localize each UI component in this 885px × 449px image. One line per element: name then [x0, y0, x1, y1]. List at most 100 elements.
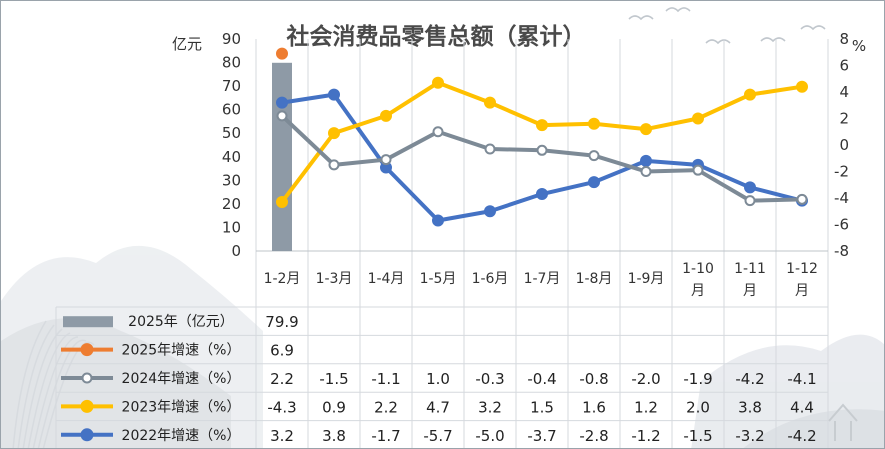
- point-2022年增速（%）: [432, 214, 444, 227]
- category-label-cont: 月: [743, 283, 757, 299]
- point-2024年增速（%）: [640, 166, 652, 177]
- bird-1: [665, 7, 691, 13]
- cell-value: 6.9: [270, 342, 294, 360]
- point-2023年增速（%）: [536, 119, 548, 132]
- category-label: 1-2月: [264, 271, 301, 287]
- row-label: 2024年增速（%）: [122, 371, 241, 387]
- cell-value: -1.5: [683, 427, 712, 445]
- point-2024年增速（%）: [744, 195, 756, 207]
- legend-key-marker: [80, 428, 94, 442]
- point-2022年增速（%）: [328, 88, 340, 101]
- cell-value: -1.9: [683, 370, 712, 388]
- cell-value: 4.4: [790, 398, 814, 416]
- point-2024年增速（%）: [380, 154, 392, 166]
- right-tick-label: -8: [834, 242, 849, 260]
- category-label: 1-11: [734, 261, 766, 277]
- bird-4: [800, 25, 826, 31]
- line-series: [276, 47, 808, 227]
- point-2023年增速（%）: [744, 88, 756, 101]
- right-axis-ticks: -8 -6 -4 -2 0 2 4 6 8: [834, 30, 849, 260]
- bamboo-1: [17, 324, 55, 448]
- right-axis-unit: %: [852, 37, 866, 55]
- cell-value: 3.8: [322, 427, 346, 445]
- right-tick-label: 6: [839, 57, 849, 75]
- row-label: 2022年增速（%）: [122, 428, 241, 444]
- left-tick-label: 20: [222, 195, 241, 213]
- chart-title: 社会消费品零售总额（累计）: [287, 23, 586, 50]
- left-tick-label: 50: [222, 124, 241, 142]
- cell-value: 1.5: [530, 398, 554, 416]
- point-2024年增速（%）: [276, 110, 288, 122]
- point-2023年增速（%）: [328, 127, 340, 140]
- bird-2: [705, 39, 731, 45]
- legend-key-bar: [63, 316, 113, 328]
- bamboo-3: [27, 332, 71, 448]
- point-2024年增速（%）: [692, 164, 704, 176]
- cell-value: -5.0: [475, 427, 504, 445]
- category-label: 1-8月: [576, 271, 613, 287]
- left-tick-label: 70: [222, 77, 241, 95]
- bamboo-0: [12, 320, 47, 448]
- category-label: 1-4月: [368, 271, 405, 287]
- row-label: 2025年（亿元）: [128, 314, 234, 330]
- cell-value: 1.2: [634, 398, 658, 416]
- row-label: 2025年增速（%）: [122, 343, 241, 359]
- cell-value: -0.4: [527, 370, 556, 388]
- legend-key-marker: [80, 399, 94, 413]
- point-2022年增速（%）: [484, 205, 496, 218]
- cell-value: -4.2: [735, 370, 764, 388]
- row-label: 2023年增速（%）: [122, 399, 241, 415]
- landscape-decoration: [1, 7, 884, 448]
- left-tick-label: 10: [222, 218, 241, 236]
- point-2025年增速（%）: [276, 47, 288, 60]
- point-2022年增速（%）: [536, 188, 548, 201]
- left-tick-label: 40: [222, 148, 241, 166]
- mountain-right-front: [743, 409, 884, 448]
- point-2024年增速（%）: [796, 193, 808, 205]
- bamboo-2: [22, 328, 63, 448]
- cell-value: -1.5: [319, 370, 348, 388]
- pavilion: [828, 403, 858, 441]
- point-2022年增速（%）: [276, 96, 288, 109]
- legend-key-marker: [81, 372, 93, 384]
- right-tick-label: 8: [839, 30, 849, 48]
- cell-value: -2.0: [631, 370, 660, 388]
- cell-value: -4.3: [267, 398, 296, 416]
- cell-value: 3.2: [270, 427, 294, 445]
- category-label: 1-7月: [524, 271, 561, 287]
- category-label: 1-5月: [420, 271, 457, 287]
- bird-3: [760, 37, 786, 43]
- point-2023年增速（%）: [796, 80, 808, 93]
- point-2022年增速（%）: [640, 154, 652, 167]
- cell-value: 2.2: [270, 370, 294, 388]
- category-label: 1-3月: [316, 271, 353, 287]
- bamboo-5: [37, 339, 87, 448]
- cell-value: -1.1: [371, 370, 400, 388]
- cell-value: 4.7: [426, 398, 450, 416]
- category-label-cont: 月: [691, 283, 705, 299]
- point-2024年增速（%）: [328, 159, 340, 171]
- point-2023年增速（%）: [692, 112, 704, 125]
- point-2023年增速（%）: [276, 195, 288, 208]
- cell-value: -0.3: [475, 370, 504, 388]
- left-tick-label: 90: [222, 30, 241, 48]
- right-tick-label: 2: [839, 110, 849, 128]
- category-label: 1-6月: [472, 271, 509, 287]
- bar-series: [272, 62, 292, 252]
- mountain-left-front: [1, 318, 231, 448]
- category-label: 1-12: [786, 261, 818, 277]
- left-tick-label: 30: [222, 171, 241, 189]
- right-tick-label: 0: [839, 136, 849, 154]
- point-2023年增速（%）: [640, 123, 652, 136]
- point-2024年增速（%）: [484, 143, 496, 155]
- cell-value: 2.0: [686, 398, 710, 416]
- bird-0: [628, 15, 654, 21]
- cell-value: 2.2: [374, 398, 398, 416]
- bamboo-6: [42, 341, 95, 448]
- point-2023年增速（%）: [484, 96, 496, 109]
- cell-value: 0.9: [322, 398, 346, 416]
- left-tick-label: 60: [222, 101, 241, 119]
- cell-value: -4.1: [787, 370, 816, 388]
